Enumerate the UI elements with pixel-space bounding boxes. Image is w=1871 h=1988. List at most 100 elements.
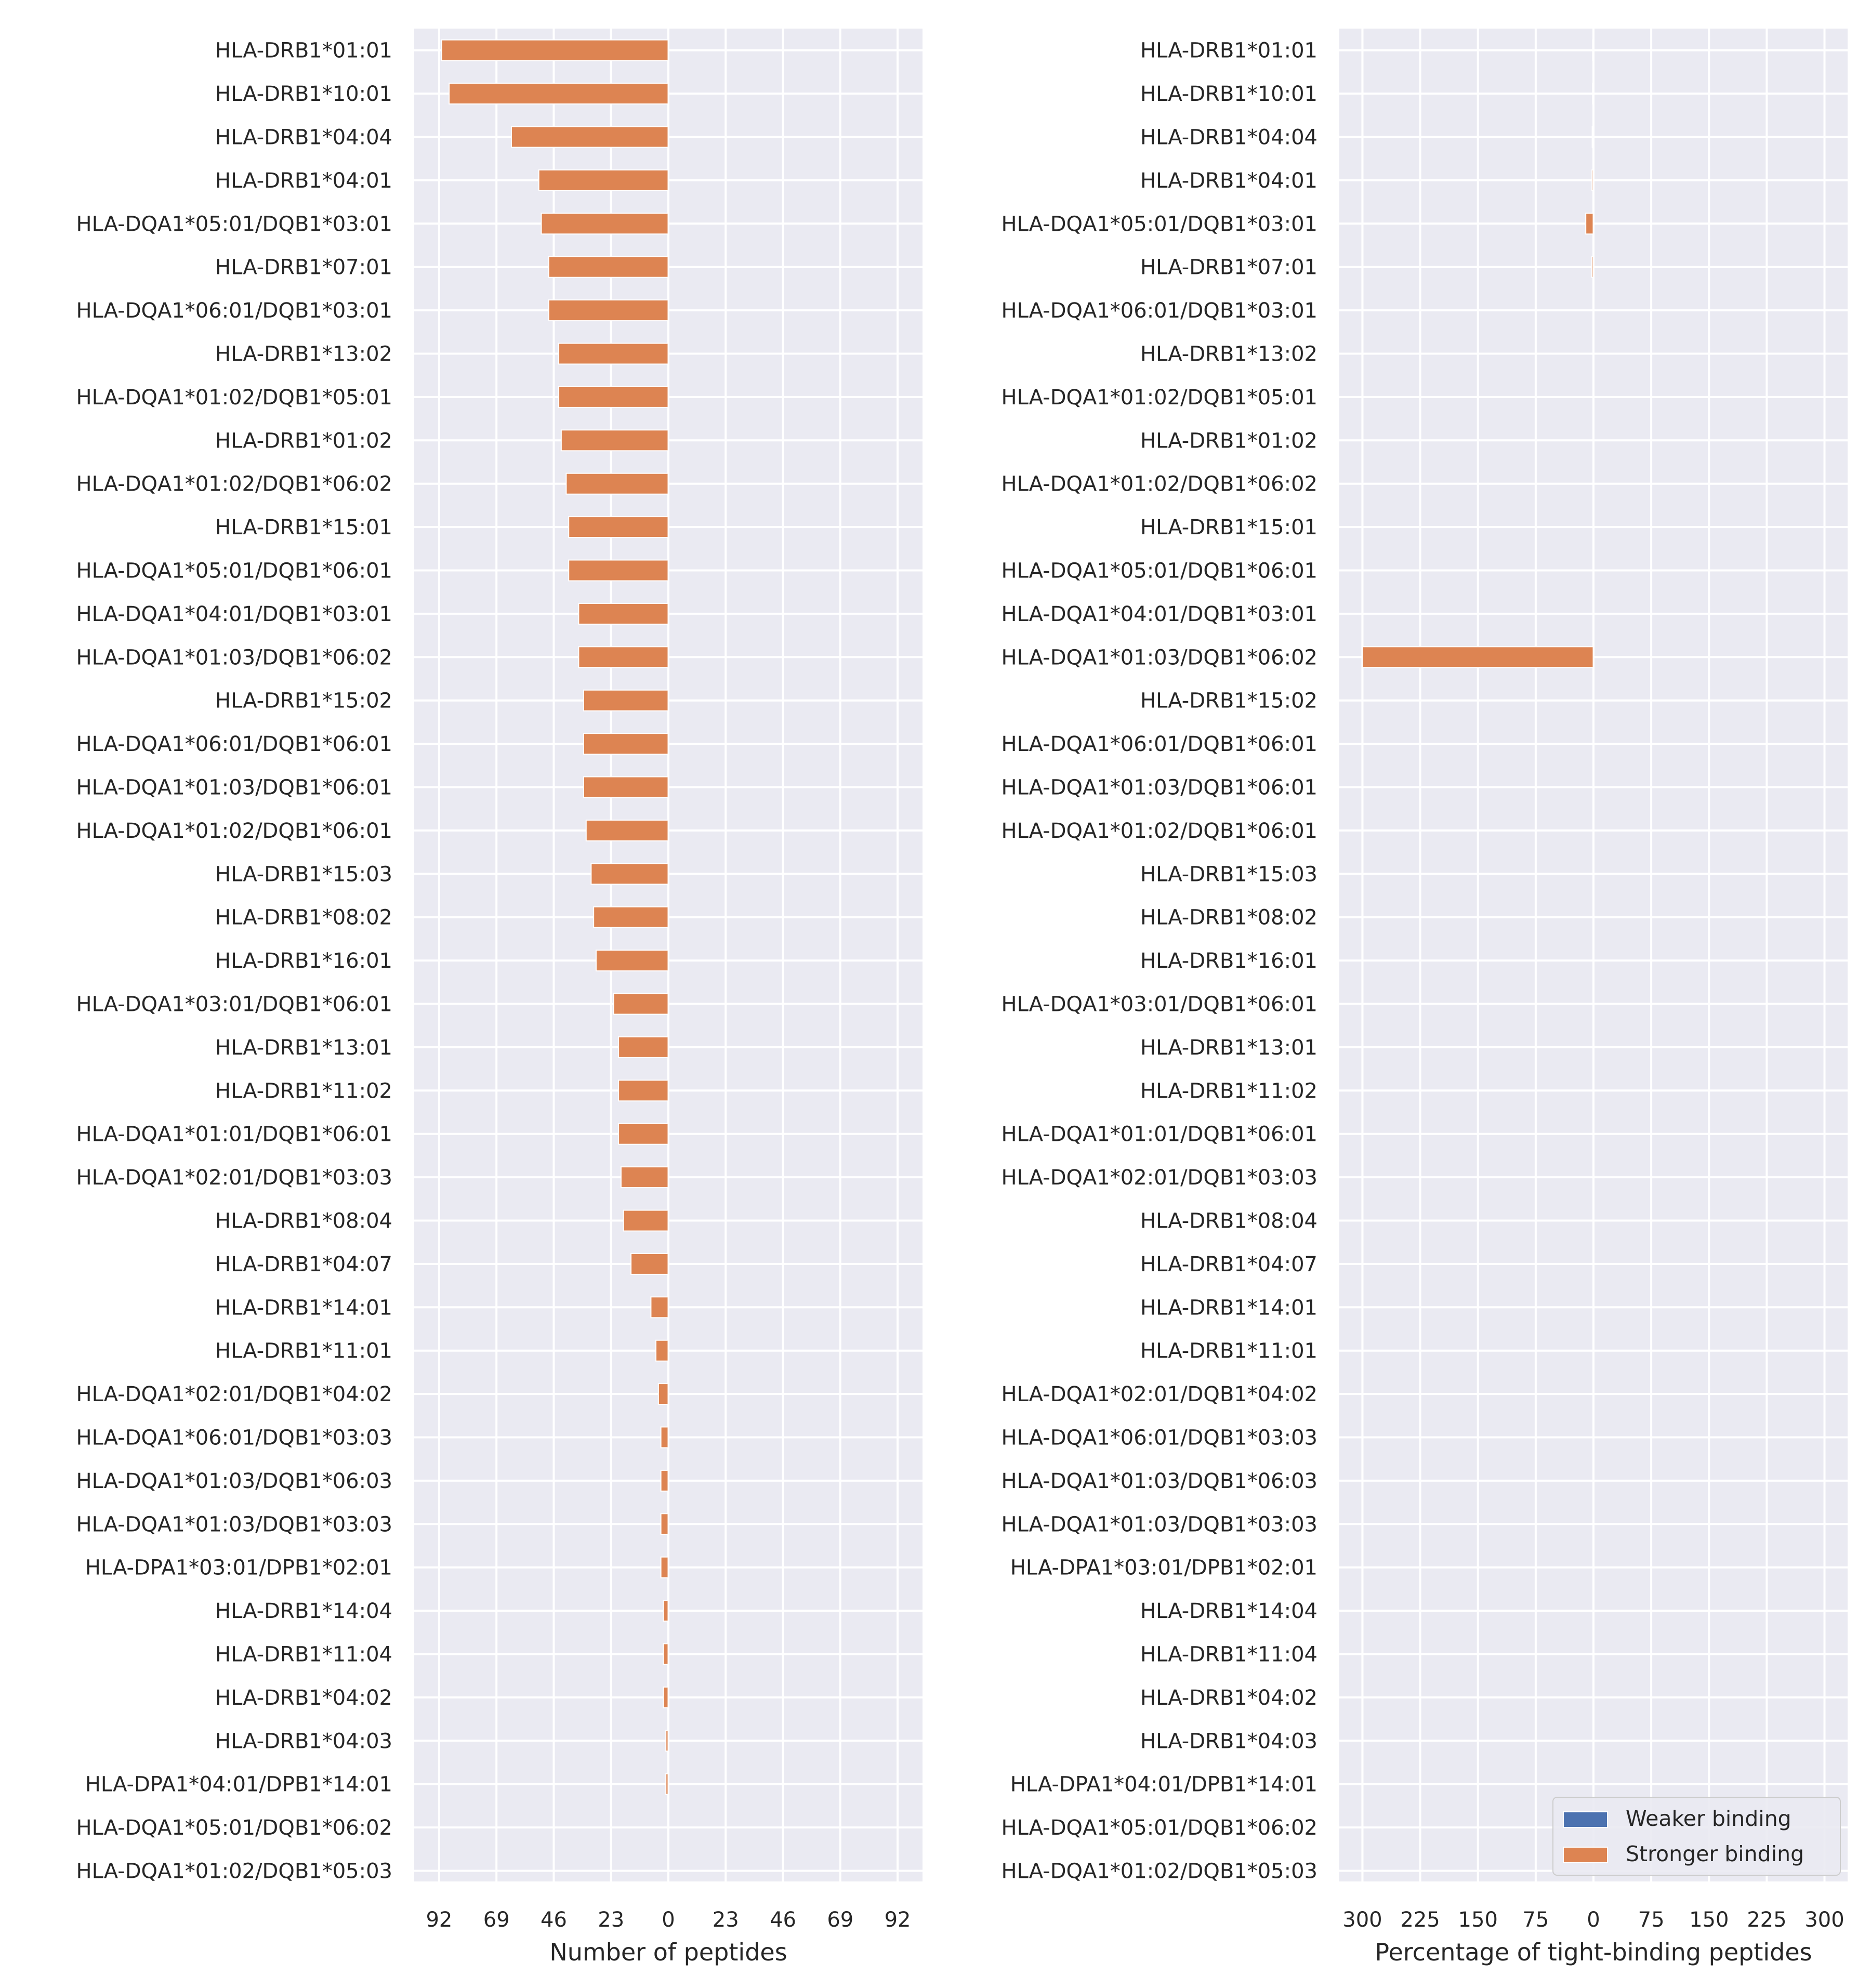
legend-swatch xyxy=(1563,1847,1608,1863)
y-tick-label: HLA-DRB1*13:02 xyxy=(215,343,392,366)
x-axis-label: Number of peptides xyxy=(549,1938,787,1966)
x-tick-label: 92 xyxy=(885,1908,911,1932)
y-tick-label: HLA-DQA1*03:01/DQB1*06:01 xyxy=(76,993,393,1017)
y-tick-label: HLA-DQA1*01:02/DQB1*06:01 xyxy=(76,819,393,843)
y-tick-label: HLA-DQA1*01:03/DQB1*06:01 xyxy=(1002,776,1318,800)
y-tick-label: HLA-DRB1*04:01 xyxy=(1140,169,1317,193)
legend-label: Weaker binding xyxy=(1626,1806,1791,1831)
y-tick-label: HLA-DRB1*08:02 xyxy=(1140,906,1317,930)
bar-stronger-binding xyxy=(558,386,669,408)
y-tick-label: HLA-DRB1*07:01 xyxy=(1140,256,1317,280)
x-axis-label: Percentage of tight-binding peptides xyxy=(1375,1938,1812,1966)
y-tick-label: HLA-DRB1*15:02 xyxy=(215,689,392,713)
y-tick-label: HLA-DRB1*14:01 xyxy=(1140,1296,1317,1320)
y-tick-label: HLA-DRB1*14:01 xyxy=(215,1296,392,1320)
y-tick-label: HLA-DRB1*11:01 xyxy=(1140,1339,1317,1363)
bar-stronger-binding xyxy=(618,1079,669,1102)
y-tick-label: HLA-DQA1*05:01/DQB1*06:01 xyxy=(1002,559,1318,583)
y-tick-label: HLA-DQA1*01:03/DQB1*03:03 xyxy=(76,1512,393,1536)
x-tick-label: 23 xyxy=(598,1908,624,1932)
legend-label: Stronger binding xyxy=(1626,1841,1804,1866)
y-tick-label: HLA-DQA1*01:01/DQB1*06:01 xyxy=(1002,1123,1318,1147)
bar-stronger-binding xyxy=(618,1123,669,1145)
bar-stronger-binding xyxy=(538,169,669,191)
y-tick-label: HLA-DQA1*04:01/DQB1*03:01 xyxy=(1002,602,1318,626)
bar-stronger-binding xyxy=(630,1253,669,1275)
y-tick-label: HLA-DQA1*05:01/DQB1*06:02 xyxy=(76,1816,393,1840)
bar-stronger-binding xyxy=(585,819,669,841)
y-tick-label: HLA-DRB1*11:02 xyxy=(215,1079,392,1103)
y-tick-label: HLA-DQA1*06:01/DQB1*03:03 xyxy=(76,1426,393,1450)
bar-stronger-binding xyxy=(660,1556,669,1578)
y-tick-label: HLA-DQA1*02:01/DQB1*03:03 xyxy=(1002,1166,1318,1190)
y-tick-label: HLA-DRB1*13:01 xyxy=(215,1036,392,1060)
y-tick-label: HLA-DRB1*01:02 xyxy=(1140,429,1317,453)
y-tick-label: HLA-DQA1*06:01/DQB1*03:01 xyxy=(1002,299,1318,323)
y-tick-label: HLA-DQA1*03:01/DQB1*06:01 xyxy=(1002,993,1318,1017)
bar-stronger-binding xyxy=(623,1209,669,1232)
bar-stronger-binding xyxy=(620,1166,669,1189)
y-tick-label: HLA-DRB1*15:02 xyxy=(1140,689,1317,713)
bar-stronger-binding xyxy=(441,39,669,61)
y-tick-label: HLA-DRB1*04:04 xyxy=(215,126,392,150)
bar-stronger-binding xyxy=(655,1339,669,1362)
bar-stronger-binding xyxy=(578,646,669,668)
y-tick-label: HLA-DQA1*01:03/DQB1*03:03 xyxy=(1002,1512,1318,1536)
y-tick-label: HLA-DQA1*01:02/DQB1*05:01 xyxy=(76,386,393,410)
y-tick-label: HLA-DQA1*05:01/DQB1*06:01 xyxy=(76,559,393,583)
y-tick-label: HLA-DQA1*01:02/DQB1*06:02 xyxy=(76,472,393,496)
x-tick-label: 150 xyxy=(1458,1908,1498,1932)
y-tick-label: HLA-DRB1*08:04 xyxy=(1140,1209,1317,1233)
x-tick-label: 46 xyxy=(541,1908,567,1932)
y-tick-label: HLA-DQA1*06:01/DQB1*03:01 xyxy=(76,299,393,323)
legend: Weaker binding Stronger binding xyxy=(1552,1797,1841,1876)
y-tick-label: HLA-DRB1*10:01 xyxy=(1140,82,1317,106)
bar-stronger-binding xyxy=(583,776,669,798)
bar-stronger-binding xyxy=(660,1426,669,1449)
y-tick-label: HLA-DQA1*05:01/DQB1*06:02 xyxy=(1002,1816,1318,1840)
bar-stronger-binding xyxy=(510,126,669,148)
bar-stronger-binding xyxy=(558,343,669,365)
bar-stronger-binding xyxy=(593,906,669,928)
bar-stronger-binding xyxy=(578,602,669,625)
y-tick-label: HLA-DQA1*06:01/DQB1*03:03 xyxy=(1002,1426,1318,1450)
y-tick-label: HLA-DQA1*06:01/DQB1*06:01 xyxy=(1002,732,1318,756)
bar-stronger-binding xyxy=(548,256,669,278)
bar-stronger-binding xyxy=(560,429,669,452)
x-tick-label: 300 xyxy=(1342,1908,1382,1932)
y-tick-label: HLA-DQA1*01:03/DQB1*06:01 xyxy=(76,776,393,800)
y-tick-label: HLA-DRB1*13:02 xyxy=(1140,343,1317,366)
right-panel-percentage-tight-binding: HLA-DRB1*01:01 HLA-DRB1*10:01 HLA-DRB1*04:… xyxy=(1002,29,1848,1966)
y-tick-label: HLA-DRB1*01:02 xyxy=(215,429,392,453)
bar-stronger-binding xyxy=(583,689,669,712)
y-tick-label: HLA-DRB1*11:01 xyxy=(215,1339,392,1363)
bar-stronger-binding xyxy=(568,559,669,582)
x-tick-label: 225 xyxy=(1400,1908,1440,1932)
y-tick-label: HLA-DRB1*04:03 xyxy=(1140,1729,1317,1753)
legend-frame xyxy=(1552,1797,1841,1876)
x-tick-label: 225 xyxy=(1747,1908,1786,1932)
y-tick-label: HLA-DRB1*15:03 xyxy=(215,862,392,886)
y-tick-label: HLA-DRB1*14:04 xyxy=(215,1599,392,1623)
x-tick-label: 150 xyxy=(1689,1908,1729,1932)
y-tick-label: HLA-DRB1*04:07 xyxy=(215,1253,392,1276)
bar-stronger-binding xyxy=(590,863,669,885)
y-tick-label: HLA-DQA1*05:01/DQB1*03:01 xyxy=(76,212,393,236)
y-tick-label: HLA-DQA1*01:02/DQB1*05:03 xyxy=(1002,1860,1318,1884)
y-tick-label: HLA-DRB1*04:01 xyxy=(215,169,392,193)
bar-stronger-binding xyxy=(583,733,669,755)
y-tick-label: HLA-DRB1*11:04 xyxy=(1140,1643,1317,1667)
bar-stronger-binding xyxy=(1585,213,1595,235)
y-tick-label: HLA-DRB1*08:02 xyxy=(215,906,392,930)
y-tick-label: HLA-DQA1*02:01/DQB1*03:03 xyxy=(76,1166,393,1190)
y-tick-label: HLA-DQA1*01:03/DQB1*06:02 xyxy=(1002,646,1318,669)
y-tick-label: HLA-DRB1*04:02 xyxy=(215,1686,392,1710)
y-tick-label: HLA-DPA1*04:01/DPB1*14:01 xyxy=(85,1773,392,1797)
y-tick-label: HLA-DRB1*13:01 xyxy=(1140,1036,1317,1060)
y-tick-label: HLA-DQA1*02:01/DQB1*04:02 xyxy=(76,1383,393,1406)
y-tick-label: HLA-DRB1*04:07 xyxy=(1140,1253,1317,1276)
bar-stronger-binding xyxy=(548,299,669,322)
bar-stronger-binding xyxy=(657,1383,669,1405)
legend-swatch xyxy=(1563,1811,1608,1828)
